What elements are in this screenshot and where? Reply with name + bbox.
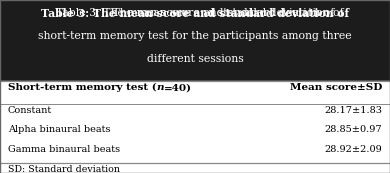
Text: Alpha binaural beats: Alpha binaural beats: [8, 125, 110, 134]
Text: different sessions: different sessions: [147, 54, 243, 65]
Text: Short-term memory test (: Short-term memory test (: [8, 83, 156, 92]
Bar: [0, 81, 390, 173]
Text: n: n: [156, 83, 164, 92]
Text: Constant: Constant: [8, 106, 52, 115]
Text: 28.17±1.83: 28.17±1.83: [324, 106, 382, 115]
Text: =40): =40): [164, 83, 192, 92]
Text: 28.85±0.97: 28.85±0.97: [324, 125, 382, 134]
Bar: [0, 0, 390, 81]
Text: Table 3: The mean score and standard deviation of: Table 3: The mean score and standard dev…: [41, 8, 349, 19]
Text: Mean score±SD: Mean score±SD: [290, 83, 382, 92]
Text: The mean score and standard deviation of: The mean score and standard deviation of: [109, 8, 344, 18]
Text: short-term memory test for the participants among three: short-term memory test for the participa…: [38, 31, 352, 41]
Text: Table 3: The mean score and standard deviation of: Table 3: The mean score and standard dev…: [56, 8, 334, 18]
Text: Gamma binaural beats: Gamma binaural beats: [8, 145, 120, 154]
Text: 28.92±2.09: 28.92±2.09: [324, 145, 382, 154]
Text: SD: Standard deviation: SD: Standard deviation: [8, 165, 120, 173]
